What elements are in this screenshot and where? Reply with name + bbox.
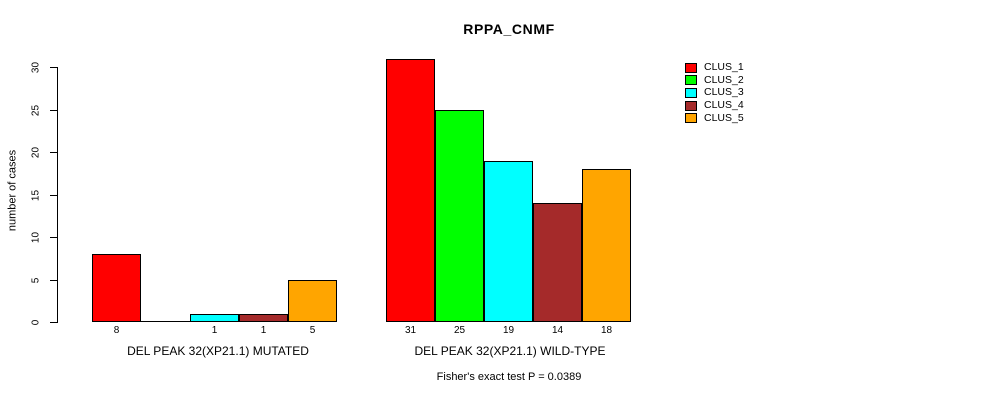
y-tick-mark bbox=[50, 109, 57, 111]
bar-value-label: 5 bbox=[309, 325, 316, 336]
bar-value-label: 1 bbox=[260, 325, 267, 336]
legend-label: CLUS_5 bbox=[704, 111, 744, 124]
bar-value-label: 14 bbox=[551, 325, 564, 336]
bar-mutated-CLUS_5 bbox=[288, 279, 337, 322]
legend-swatch-CLUS_3 bbox=[685, 87, 697, 98]
y-tick-label: 20 bbox=[30, 146, 42, 159]
bar-wild-type-CLUS_5 bbox=[582, 169, 631, 322]
legend-item: CLUS_2 bbox=[685, 73, 744, 86]
legend-swatch-CLUS_5 bbox=[685, 113, 697, 124]
bar-value-label: 19 bbox=[502, 325, 515, 336]
y-axis-label: number of cases bbox=[6, 149, 19, 232]
y-tick-mark bbox=[50, 194, 57, 196]
y-tick-mark bbox=[50, 279, 57, 281]
y-tick-label: 15 bbox=[30, 189, 42, 201]
y-tick-label: 30 bbox=[30, 61, 42, 74]
legend-label: CLUS_3 bbox=[704, 86, 744, 99]
bar-value-label: 31 bbox=[404, 325, 417, 336]
bar-mutated-CLUS_4 bbox=[239, 313, 288, 322]
bar-mutated-CLUS_3 bbox=[190, 313, 239, 322]
legend-swatch-CLUS_4 bbox=[685, 100, 697, 111]
bar-value-label: 25 bbox=[453, 325, 466, 336]
bar-mutated-CLUS_2 bbox=[141, 321, 190, 322]
y-tick-label: 25 bbox=[30, 104, 42, 116]
legend-item: CLUS_5 bbox=[685, 111, 744, 124]
legend-item: CLUS_4 bbox=[685, 100, 744, 111]
chart-title: RPPA_CNMF bbox=[463, 21, 555, 37]
y-tick-mark bbox=[50, 237, 57, 238]
bar-wild-type-CLUS_1 bbox=[386, 58, 435, 322]
legend-item: CLUS_1 bbox=[685, 62, 744, 73]
bar-value-label: 18 bbox=[600, 325, 613, 336]
y-tick-label: 5 bbox=[30, 277, 42, 283]
legend-label: CLUS_1 bbox=[704, 61, 744, 73]
legend-item: CLUS_3 bbox=[685, 87, 744, 98]
bar-value-label: 8 bbox=[113, 325, 120, 336]
bar-mutated-CLUS_1 bbox=[92, 254, 141, 322]
y-tick-mark bbox=[50, 67, 57, 68]
group-axis-label: DEL PEAK 32(XP21.1) WILD-TYPE bbox=[414, 344, 606, 358]
bar-wild-type-CLUS_4 bbox=[533, 203, 582, 322]
bar-wild-type-CLUS_3 bbox=[484, 160, 533, 322]
group-axis-label: DEL PEAK 32(XP21.1) MUTATED bbox=[127, 344, 309, 358]
legend-swatch-CLUS_1 bbox=[685, 62, 697, 73]
legend-label: CLUS_2 bbox=[704, 73, 744, 86]
y-tick-label: 0 bbox=[30, 319, 42, 326]
bar-wild-type-CLUS_2 bbox=[435, 109, 484, 322]
y-tick-mark bbox=[50, 322, 57, 323]
y-axis-line bbox=[57, 67, 58, 323]
y-tick-label: 10 bbox=[30, 231, 42, 244]
y-tick-mark bbox=[50, 152, 57, 153]
fisher-test-annotation: Fisher's exact test P = 0.0389 bbox=[436, 371, 582, 383]
legend-swatch-CLUS_2 bbox=[685, 75, 697, 86]
bar-value-label: 1 bbox=[211, 325, 218, 336]
legend-label: CLUS_4 bbox=[704, 99, 744, 112]
